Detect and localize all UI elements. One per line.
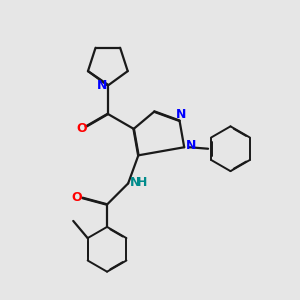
Text: O: O [76, 122, 87, 135]
Text: N: N [186, 139, 196, 152]
Text: N: N [130, 176, 140, 189]
Text: N: N [176, 108, 186, 121]
Text: O: O [72, 191, 83, 204]
Text: H: H [137, 176, 147, 189]
Text: N: N [97, 79, 107, 92]
